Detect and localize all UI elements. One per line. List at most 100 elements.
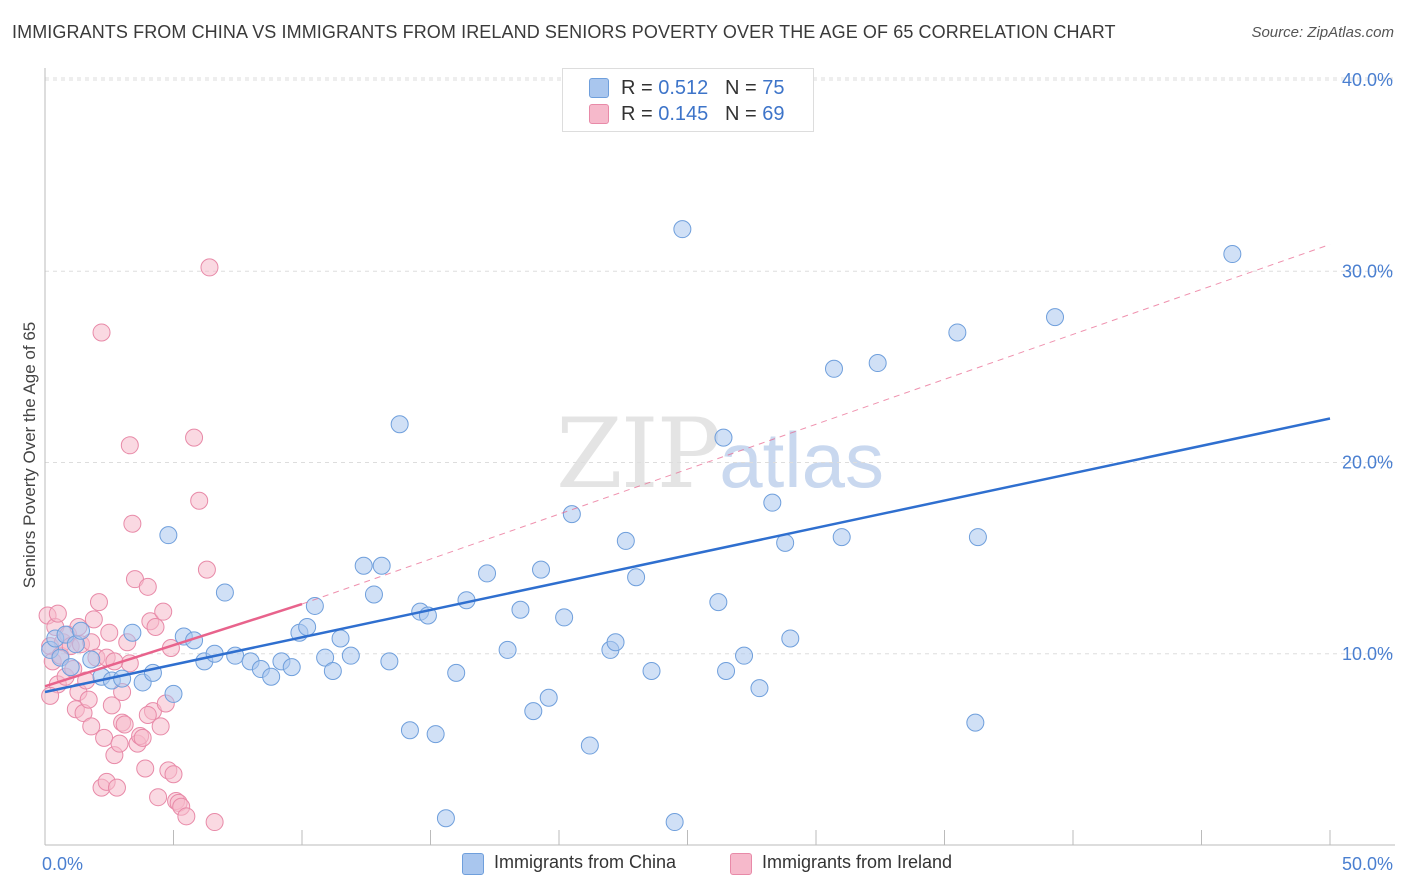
correlation-legend: R = 0.512 N = 75 R = 0.145 N = 69 (562, 68, 814, 132)
scatter-point-ireland (89, 593, 108, 612)
scatter-point-china (824, 359, 843, 378)
y-tick-label: 40.0% (1342, 70, 1393, 90)
scatter-point-china (316, 648, 335, 667)
scatter-point-ireland (110, 734, 129, 753)
scatter-point-china (82, 650, 101, 669)
scatter-point-china (478, 564, 497, 583)
legend-ireland-r-label: R = (621, 103, 659, 125)
watermark: ZIPatlas (556, 398, 884, 510)
scatter-point-china (717, 661, 736, 680)
legend-swatch-china (589, 78, 609, 98)
legend-ireland-n-value: 69 (762, 103, 785, 125)
scatter-point-ireland (154, 602, 173, 621)
scatter-point-china (562, 505, 581, 524)
scatter-point-china (1223, 245, 1242, 264)
scatter-point-ireland (92, 323, 111, 342)
scatter-point-china (714, 428, 733, 447)
scatter-point-ireland (197, 560, 216, 579)
scatter-point-ireland (120, 436, 139, 455)
series-ireland-points (38, 258, 224, 832)
scatter-point-ireland (138, 705, 157, 724)
scatter-point-china (305, 596, 324, 615)
scatter-point-ireland (164, 765, 183, 784)
scatter-point-china (665, 813, 684, 832)
scatter-point-ireland (115, 715, 134, 734)
scatter-point-china (341, 646, 360, 665)
scatter-point-china (642, 661, 661, 680)
legend-china-r-label: R = (621, 77, 659, 99)
y-tick-label: 20.0% (1342, 453, 1393, 473)
scatter-point-china (735, 646, 754, 665)
scatter-point-china (380, 652, 399, 671)
x-tick-label: 50.0% (1342, 854, 1393, 874)
scatter-point-ireland (84, 610, 103, 629)
trend-line-ireland-extended (301, 244, 1331, 605)
scatter-point-ireland (200, 258, 219, 277)
scatter-point-ireland (177, 807, 196, 826)
trend-line-china (44, 417, 1331, 694)
scatter-point-china (61, 658, 80, 677)
scatter-point-china (616, 531, 635, 550)
legend-swatch-ireland (589, 104, 609, 124)
scatter-point-china (331, 629, 350, 648)
scatter-point-china (781, 629, 800, 648)
scatter-point-china (532, 560, 551, 579)
scatter-point-china (539, 688, 558, 707)
series-china-points (41, 220, 1242, 832)
watermark-atlas: atlas (719, 416, 884, 504)
grid-lines (45, 77, 1395, 655)
scatter-point-ireland (102, 696, 121, 715)
bottom-legend-label-ireland: Immigrants from Ireland (762, 852, 953, 872)
chart-title: IMMIGRANTS FROM CHINA VS IMMIGRANTS FROM… (12, 22, 1116, 42)
scatter-point-china (282, 658, 301, 677)
scatter-point-china (159, 526, 178, 545)
scatter-point-china (948, 323, 967, 342)
scatter-point-china (966, 713, 985, 732)
scatter-point-china (447, 663, 466, 682)
scatter-point-china (627, 568, 646, 587)
trend-line-ireland (44, 602, 303, 688)
legend-text-ireland: R = 0.145 N = 69 (621, 103, 784, 126)
scatter-point-china (511, 600, 530, 619)
scatter-point-ireland (48, 604, 67, 623)
source-label[interactable]: Source: ZipAtlas.com (1251, 24, 1394, 41)
x-tick-label: 0.0% (42, 854, 83, 874)
bottom-legend-label-china: Immigrants from China (494, 852, 677, 872)
scatter-point-china (498, 640, 517, 659)
scatter-point-ireland (146, 617, 165, 636)
legend-ireland-n-label: N = (724, 103, 763, 125)
tick-labels: 10.0% 20.0% 30.0% 40.0% 0.0% 50.0% (42, 70, 1393, 874)
scatter-point-china (372, 556, 391, 575)
scatter-point-ireland (133, 728, 152, 747)
axes (44, 68, 1395, 846)
scatter-point-china (763, 493, 782, 512)
scatter-point-china (298, 617, 317, 636)
scatter-point-china (400, 721, 419, 740)
scatter-point-ireland (190, 491, 209, 510)
scatter-point-china (968, 528, 987, 547)
scatter-point-ireland (123, 514, 142, 533)
scatter-point-china (868, 354, 887, 373)
scatter-point-china (436, 809, 455, 828)
scatter-point-ireland (151, 717, 170, 736)
scatter-point-china (262, 667, 281, 686)
scatter-point-china (390, 415, 409, 434)
y-tick-label: 10.0% (1342, 644, 1393, 664)
scatter-point-ireland (79, 690, 98, 709)
legend-ireland-r-value: 0.145 (658, 103, 709, 125)
scatter-point-china (606, 633, 625, 652)
scatter-point-ireland (205, 813, 224, 832)
scatter-point-china (524, 702, 543, 721)
scatter-point-china (750, 679, 769, 698)
scatter-point-china (426, 725, 445, 744)
scatter-point-china (709, 593, 728, 612)
bottom-legend-swatch-china (462, 853, 484, 875)
watermark-zip: ZIP (556, 398, 721, 510)
scatter-point-china (323, 661, 342, 680)
scatter-point-ireland (107, 778, 126, 797)
y-tick-label: 30.0% (1342, 261, 1393, 281)
scatter-point-ireland (185, 428, 204, 447)
scatter-point-china (1046, 308, 1065, 327)
scatter-point-china (71, 621, 90, 640)
scatter-point-china (123, 623, 142, 642)
